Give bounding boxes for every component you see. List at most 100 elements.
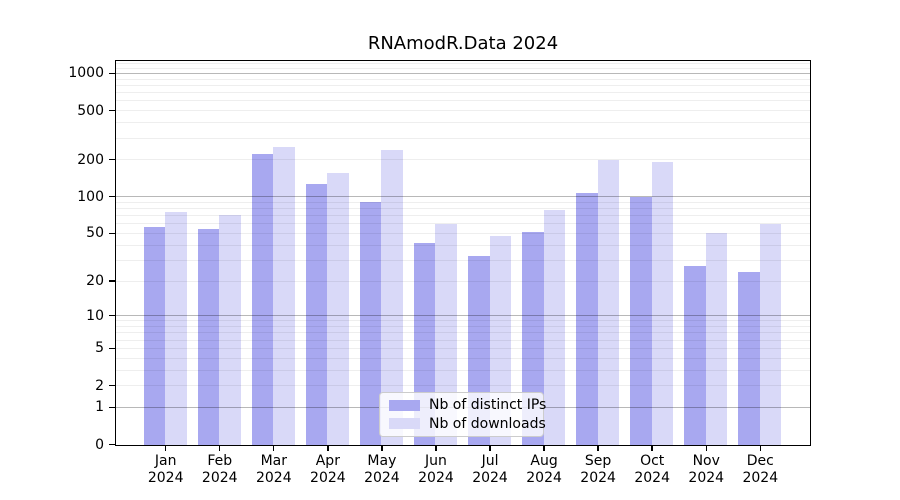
x-tick-label-month: Feb <box>207 453 233 469</box>
bar-distinct-ips <box>305 184 328 445</box>
gridline-minor <box>116 122 810 124</box>
x-tick <box>759 446 761 451</box>
x-tick-label-month: May <box>367 453 397 469</box>
bar-downloads <box>543 209 566 445</box>
gridline-minor <box>116 159 810 161</box>
y-tick <box>109 280 115 282</box>
y-tick-label: 1 <box>95 399 104 416</box>
legend: Nb of distinct IPs Nb of downloads <box>379 392 547 437</box>
x-tick-label: Jan 2024 <box>138 453 194 487</box>
gridline-minor <box>116 84 810 86</box>
x-tick-label: Apr 2024 <box>300 453 356 487</box>
x-tick-label-month: Apr <box>315 453 340 469</box>
bar-downloads <box>435 224 458 445</box>
gridline-minor <box>116 67 810 69</box>
gridline-minor <box>116 357 810 359</box>
y-tick-label: 1000 <box>68 65 104 82</box>
x-tick-label: Mar 2024 <box>246 453 302 487</box>
x-tick-label-month: Oct <box>640 453 665 469</box>
x-tick-label-year: 2024 <box>201 470 238 486</box>
gridline-minor <box>116 332 810 334</box>
y-tick <box>109 158 115 161</box>
y-tick <box>109 72 115 75</box>
gridline-minor <box>116 280 810 282</box>
legend-swatch-distinct-ips <box>389 399 420 411</box>
x-tick-label-year: 2024 <box>255 470 292 486</box>
gridline-minor <box>116 100 810 102</box>
bar-downloads <box>165 211 187 445</box>
bar-distinct-ips <box>359 201 382 445</box>
x-tick <box>705 446 707 451</box>
bar-downloads <box>705 232 728 445</box>
plot-area: Nb of distinct IPs Nb of downloads <box>115 60 811 446</box>
x-tick <box>165 446 167 451</box>
x-tick-label: Jul 2024 <box>462 453 518 487</box>
x-tick-label-month: Jan <box>154 453 177 469</box>
bar-distinct-ips <box>738 272 760 445</box>
bar-distinct-ips <box>575 193 598 445</box>
gridline-minor <box>116 326 810 328</box>
gridline-minor <box>116 244 810 246</box>
x-tick-label-year: 2024 <box>580 470 616 486</box>
bar-distinct-ips <box>251 153 274 445</box>
chart-title: RNAmodR.Data 2024 <box>367 33 559 54</box>
y-tick <box>109 315 115 317</box>
legend-row-downloads: Nb of downloads <box>389 416 546 432</box>
legend-label-distinct-ips: Nb of distinct IPs <box>429 397 547 414</box>
x-tick-label-year: 2024 <box>526 470 562 486</box>
gridline-minor <box>116 201 810 203</box>
y-tick <box>109 406 115 408</box>
x-tick <box>219 446 221 451</box>
x-tick-label-year: 2024 <box>634 470 670 486</box>
x-tick-label-year: 2024 <box>688 470 725 486</box>
x-tick-label-year: 2024 <box>472 470 508 486</box>
y-tick-label: 20 <box>86 272 104 289</box>
y-tick-label: 100 <box>77 188 104 205</box>
gridline-minor <box>116 78 810 80</box>
x-tick-label: May 2024 <box>354 453 410 487</box>
gridline-minor <box>116 320 810 322</box>
legend-label-downloads: Nb of downloads <box>429 415 546 432</box>
x-tick-label: Aug 2024 <box>516 453 572 487</box>
y-tick-label: 500 <box>77 102 104 119</box>
gridline-minor <box>116 259 810 261</box>
gridline-major <box>116 72 810 74</box>
gridline-minor <box>116 63 810 65</box>
bar-distinct-ips <box>197 228 220 445</box>
x-tick-label-month: Mar <box>260 453 287 469</box>
gridline-minor <box>116 92 810 94</box>
x-tick-label-year: 2024 <box>418 470 454 486</box>
gridline-major <box>116 196 810 198</box>
bar-downloads <box>759 224 782 445</box>
gridline-major <box>116 315 810 317</box>
bar-distinct-ips <box>143 226 166 445</box>
bar-downloads <box>651 162 674 445</box>
x-tick-label-year: 2024 <box>742 470 779 486</box>
gridline-minor <box>116 215 810 217</box>
bar-distinct-ips <box>521 231 544 445</box>
x-tick-label-month: Nov <box>692 453 720 469</box>
x-tick-label: Oct 2024 <box>624 453 680 487</box>
y-tick <box>109 109 115 112</box>
y-tick <box>109 347 115 349</box>
x-tick-label: Jun 2024 <box>408 453 464 487</box>
y-tick <box>109 232 115 235</box>
x-tick-label-month: Sep <box>584 453 612 469</box>
bar-distinct-ips <box>629 197 652 445</box>
x-tick-label-month: Dec <box>746 453 774 469</box>
x-tick-label: Dec 2024 <box>732 453 788 487</box>
y-tick <box>109 384 115 387</box>
gridline-minor <box>116 232 810 234</box>
gridline-minor <box>116 137 810 139</box>
x-tick <box>273 446 275 451</box>
gridline-minor <box>116 223 810 225</box>
x-tick <box>597 446 599 451</box>
x-tick-label-year: 2024 <box>147 470 184 486</box>
gridline-minor <box>116 208 810 210</box>
y-tick-label: 200 <box>77 151 104 168</box>
y-tick <box>109 195 115 198</box>
gridline-minor <box>116 369 810 371</box>
x-tick <box>489 446 491 451</box>
x-tick-label: Feb 2024 <box>192 453 248 487</box>
